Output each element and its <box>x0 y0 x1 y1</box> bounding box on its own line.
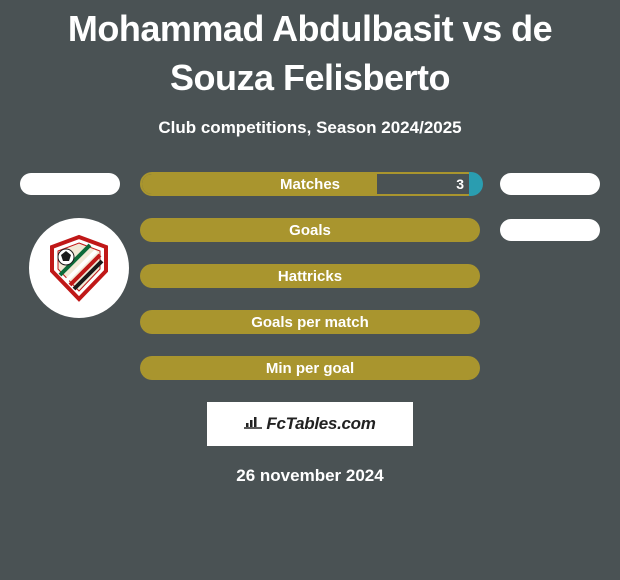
stat-label: Matches <box>280 176 340 193</box>
stat-row-mpg: Min per goal <box>10 356 610 380</box>
stat-label: Min per goal <box>266 360 354 377</box>
stat-bar-gpm: Goals per match <box>140 310 480 334</box>
stat-bar-goals: Goals <box>140 218 480 242</box>
subtitle: Club competitions, Season 2024/2025 <box>10 118 610 138</box>
container: Mohammad Abdulbasit vs de Souza Felisber… <box>0 0 620 580</box>
brand-footer[interactable]: FcTables.com <box>207 402 413 446</box>
stat-value: 3 <box>456 176 464 192</box>
left-pill <box>20 173 120 195</box>
stat-bar-mpg: Min per goal <box>140 356 480 380</box>
chart-icon <box>244 414 262 434</box>
avatar-bg <box>29 218 129 318</box>
stat-bar-hattricks: Hattricks <box>140 264 480 288</box>
stat-label: Goals <box>289 222 331 239</box>
page-title: Mohammad Abdulbasit vs de Souza Felisber… <box>10 0 610 102</box>
club-emblem <box>44 233 114 303</box>
club-avatar <box>29 218 129 318</box>
stats-area: Matches 3 Goals Hattricks Goals per matc… <box>10 172 610 380</box>
stat-label: Hattricks <box>278 268 342 285</box>
stat-label: Goals per match <box>251 314 369 331</box>
stat-row-matches: Matches 3 <box>10 172 610 196</box>
brand-text: FcTables.com <box>266 414 375 434</box>
stat-bar-matches: Matches 3 <box>140 172 480 196</box>
emblem-icon <box>44 233 114 303</box>
right-pill <box>500 219 600 241</box>
footer-date: 26 november 2024 <box>10 466 610 486</box>
right-pill <box>500 173 600 195</box>
stat-bar-fill <box>142 174 377 194</box>
accent-cap <box>469 172 483 196</box>
